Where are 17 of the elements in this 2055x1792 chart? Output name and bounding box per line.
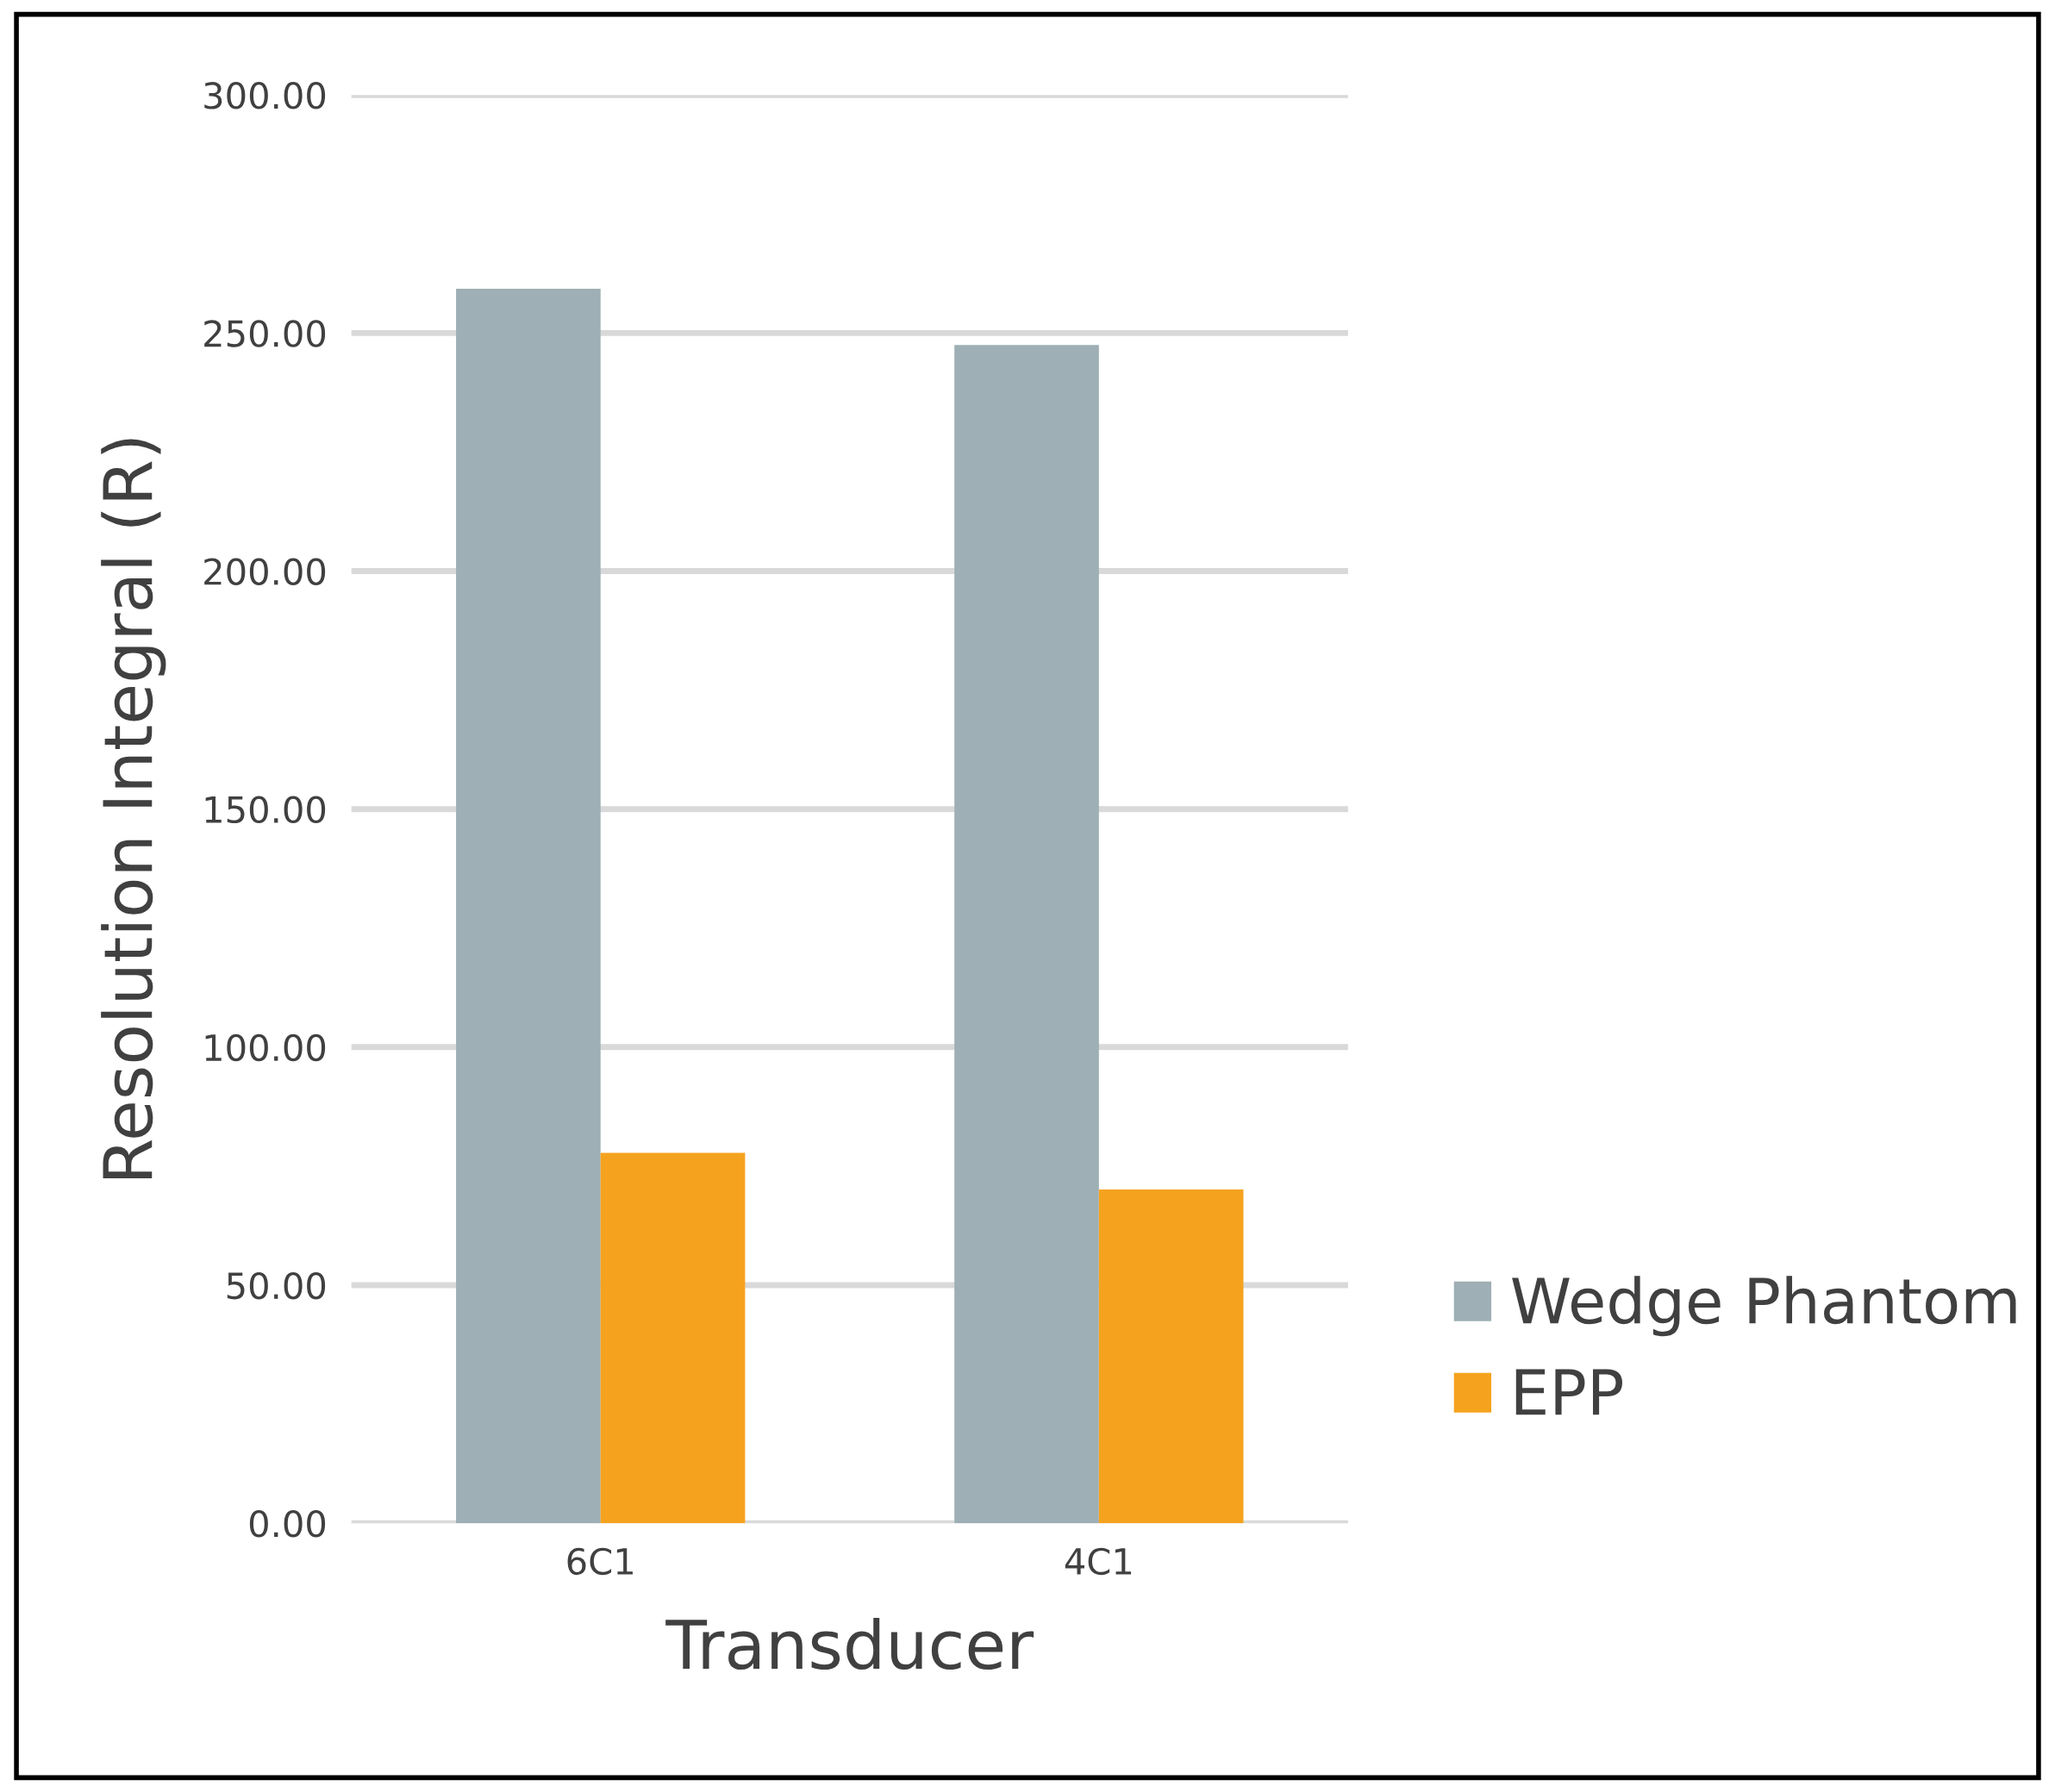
bar xyxy=(456,288,601,1524)
bar xyxy=(954,345,1099,1524)
bar xyxy=(600,1152,746,1524)
y-tick-label: 200.00 xyxy=(204,558,326,585)
y-axis-title: Resolution Integral (R) xyxy=(101,439,166,1178)
y-tick-label: 50.00 xyxy=(227,1271,326,1300)
bar xyxy=(1098,1189,1244,1524)
x-tick-label: 6C1 xyxy=(567,1547,633,1576)
y-tick-label: 100.00 xyxy=(205,1033,326,1062)
y-tick-label: 250.00 xyxy=(204,320,326,347)
y-tick-label: 300.00 xyxy=(204,82,326,109)
legend-label: EPP xyxy=(1515,1369,1622,1415)
legend-label: Wedge Phantom xyxy=(1512,1276,2016,1337)
x-axis-title: Transducer xyxy=(665,1617,1034,1670)
y-tick-label: 150.00 xyxy=(205,796,326,824)
y-tick-label: 0.00 xyxy=(249,1510,326,1538)
x-tick-label: 4C1 xyxy=(1065,1547,1132,1576)
